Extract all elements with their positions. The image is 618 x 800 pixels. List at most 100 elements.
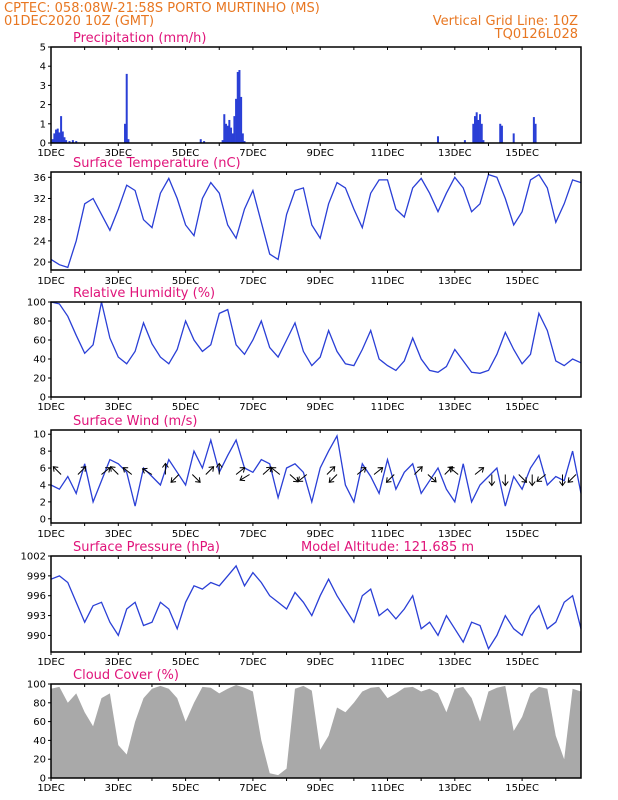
wind-arrow-head <box>170 477 177 483</box>
wind-arrow-head <box>567 477 574 483</box>
precip-bar <box>231 133 234 143</box>
precip-bar <box>463 140 466 143</box>
precip-bar <box>474 116 476 143</box>
wind-arrow-shaft <box>77 466 87 475</box>
cloud-panel-title: Cloud Cover (%) <box>73 668 179 683</box>
precip-bar <box>532 117 535 143</box>
x-tick-label: 9DEC <box>307 402 334 413</box>
precip-bar <box>482 140 485 143</box>
wind-arrow-head <box>105 467 111 473</box>
precip-bar <box>226 125 229 143</box>
y-tick-label: 4 <box>40 480 46 491</box>
x-tick-label: 5DEC <box>172 402 199 413</box>
wind-vector-arrow <box>77 466 87 475</box>
x-tick-label: 7DEC <box>239 657 266 668</box>
wind-panel: 0 2 4 6 8 10 1DEC 3DEC 5DEC 7DEC 9DEC 11DEC 13DEC 15D… <box>33 414 582 540</box>
wind-arrow-head <box>195 477 201 483</box>
wind-vector-arrow <box>170 474 180 483</box>
y-tick-label: 24 <box>33 236 46 247</box>
x-tick-label: 11DEC <box>371 783 405 794</box>
y-tick-label: 999 <box>27 571 46 582</box>
y-tick-label: 0 <box>40 393 46 404</box>
x-tick-label: 5DEC <box>172 529 199 540</box>
wind-arrow-shaft <box>518 474 527 483</box>
wind-vector-arrow <box>109 466 119 475</box>
wind-vector-arrow <box>289 474 299 483</box>
precip-bar <box>236 71 239 143</box>
wind-arrow-shaft <box>122 467 133 475</box>
precip-bar <box>223 114 226 143</box>
x-tick-label: 1DEC <box>37 148 64 159</box>
y-tick-label: 3 <box>40 81 46 92</box>
y-tick-label: 1002 <box>21 552 46 563</box>
precip-bar <box>480 123 483 143</box>
y-tick-label: 36 <box>33 173 46 184</box>
x-tick-label: 11DEC <box>371 402 405 413</box>
precip-bar <box>228 119 231 143</box>
wind-vector-arrow <box>122 467 133 475</box>
x-tick-label: 1DEC <box>37 529 64 540</box>
y-tick-label: 100 <box>27 680 46 691</box>
wind-arrow-shaft <box>262 466 272 475</box>
wind-arrow-shaft <box>239 474 250 481</box>
precip-bar <box>60 116 63 143</box>
y-tick-label: 60 <box>33 717 46 728</box>
wind-panel-title: Surface Wind (m/s) <box>73 414 197 429</box>
x-tick-label: 9DEC <box>307 657 334 668</box>
wind-vector-arrow <box>262 466 272 475</box>
wind-arrow-head <box>377 467 384 473</box>
wind-vector-arrow <box>559 474 566 487</box>
precip-bar <box>65 140 68 143</box>
x-tick-label: 13DEC <box>438 148 472 159</box>
y-tick-label: 0 <box>40 774 46 785</box>
wind-vector-arrow <box>215 462 223 475</box>
wind-vector-arrow <box>191 474 201 483</box>
y-tick-label: 2 <box>40 497 46 508</box>
pres-panel: 990 993 996 999 1002 1DEC 3DEC 5DEC 7DEC 9DEC 11DE… <box>21 540 582 668</box>
wind-arrow-shaft <box>474 467 484 475</box>
x-tick-label: 9DEC <box>307 529 334 540</box>
y-tick-label: 990 <box>27 631 46 642</box>
x-tick-label: 15DEC <box>505 657 539 668</box>
x-tick-label: 7DEC <box>239 402 266 413</box>
precip-bar <box>51 139 54 143</box>
x-tick-label: 11DEC <box>371 529 405 540</box>
y-tick-label: 80 <box>33 317 46 328</box>
y-tick-label: 1 <box>40 119 46 130</box>
rh-series-line <box>50 301 582 374</box>
wind-vector-arrow <box>235 467 246 475</box>
y-tick-label: 80 <box>33 698 46 709</box>
cloud-panel: 0 20 40 60 80 100 1DEC 3DEC 5DEC 7DEC 9DEC 11DEC 13D… <box>27 668 582 794</box>
precip-bar <box>127 139 130 143</box>
y-tick-label: 40 <box>33 355 46 366</box>
wind-arrow-shaft <box>170 474 180 483</box>
precip-bar <box>75 141 78 143</box>
cloud-cover-area <box>51 684 581 778</box>
wind-arrow-shaft <box>328 474 338 483</box>
header-grid-line: Vertical Grid Line: 10Z <box>433 14 578 29</box>
precip-bar <box>499 123 502 143</box>
pres-series-line <box>50 564 582 651</box>
x-tick-label: 15DEC <box>505 402 539 413</box>
wind-arrow-head <box>208 466 215 472</box>
wind-arrow-head <box>239 467 246 473</box>
model-altitude-annotation: Model Altitude: 121.685 m <box>301 540 474 555</box>
x-tick-label: 9DEC <box>307 276 334 287</box>
wind-arrow-head <box>559 481 566 487</box>
x-tick-label: 9DEC <box>307 783 334 794</box>
precip-bar <box>61 131 64 143</box>
wind-arrow-head <box>431 476 437 483</box>
precip-bar <box>230 127 233 143</box>
precip-bar <box>235 98 238 143</box>
wind-vector-arrow <box>474 467 485 475</box>
wind-arrow-shaft <box>414 466 423 475</box>
x-tick-label: 15DEC <box>505 148 539 159</box>
wind-vector-arrow <box>518 474 528 483</box>
wind-arrow-shaft <box>297 474 308 482</box>
wind-vector-arrow <box>297 474 308 482</box>
precip-bar <box>53 133 56 143</box>
precip-bar <box>203 141 206 143</box>
precip-bar <box>479 114 482 143</box>
wind-arrow-head <box>385 477 392 483</box>
x-tick-label: 1DEC <box>37 276 64 287</box>
